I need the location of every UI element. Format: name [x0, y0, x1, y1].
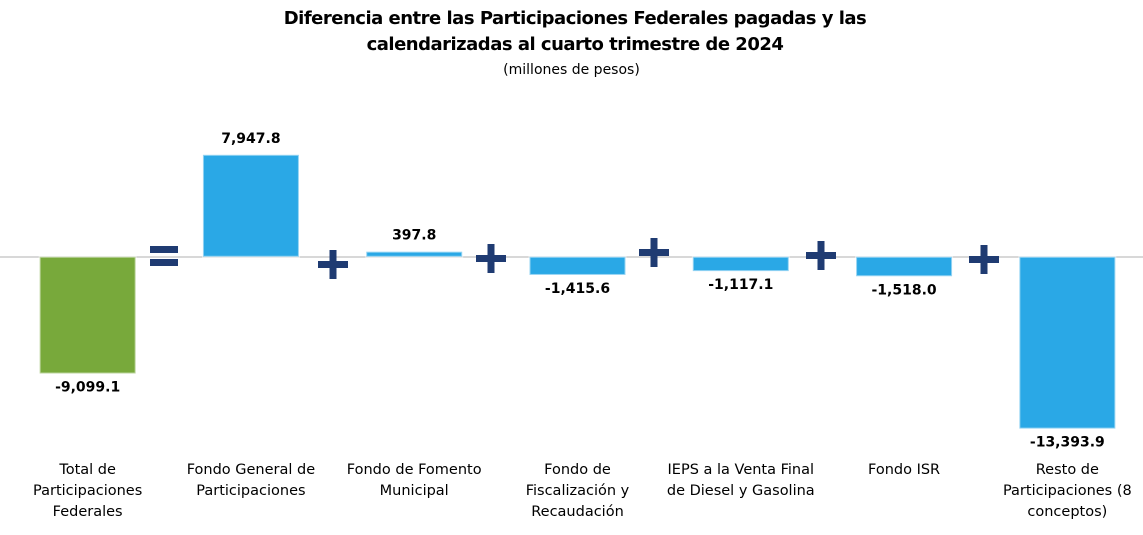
x-tick-label: Fondo de Fiscalización y Recaudación	[525, 462, 630, 520]
x-tick-label: IEPS a la Venta Final de Diesel y Gasoli…	[666, 462, 815, 499]
plus-sign	[639, 238, 669, 267]
plus-sign	[318, 250, 348, 279]
bar	[1018, 255, 1117, 430]
x-tick-label: Fondo ISR	[868, 462, 941, 478]
operators	[150, 238, 999, 279]
chart-title: Diferencia entre las Participaciones Fed…	[283, 8, 867, 55]
value-label: -1,415.6	[545, 281, 610, 297]
x-tick-label: Resto de Participaciones (8 conceptos)	[1002, 462, 1132, 520]
bar	[365, 250, 464, 258]
plus-sign	[806, 241, 836, 270]
x-tick-label: Total de Participaciones Federales	[33, 462, 143, 520]
equals-sign	[150, 259, 178, 266]
plus-sign	[969, 245, 999, 274]
equals-sign	[150, 246, 178, 253]
x-tick-label: Fondo de Fomento Municipal	[346, 462, 482, 499]
chart-subtitle: (millones de pesos)	[503, 62, 640, 78]
value-label: -1,117.1	[708, 277, 773, 293]
plus-sign	[476, 244, 506, 273]
bar	[38, 255, 137, 375]
bar	[855, 255, 954, 278]
value-label: 397.8	[392, 228, 436, 244]
bar	[691, 255, 790, 273]
value-label: -13,393.9	[1030, 435, 1105, 451]
value-label: -1,518.0	[871, 282, 936, 298]
value-label: 7,947.8	[221, 131, 280, 147]
value-label: -9,099.1	[55, 380, 120, 396]
x-tick-label: Fondo General de Participaciones	[186, 462, 316, 499]
bar	[528, 255, 627, 276]
bar	[201, 153, 300, 258]
